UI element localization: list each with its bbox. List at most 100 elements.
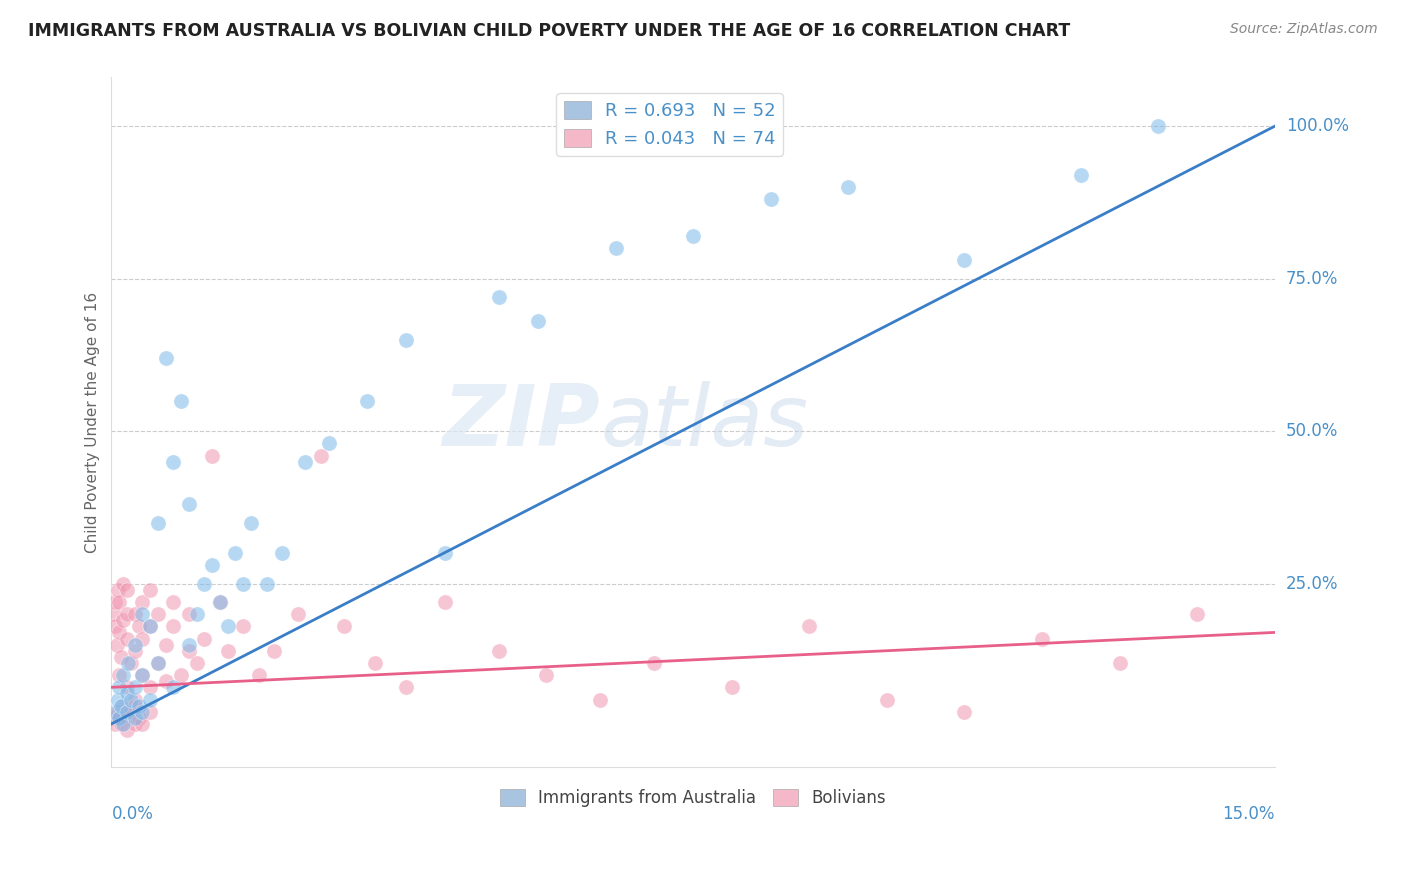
Point — [110, 698, 132, 713]
Point — [177, 638, 200, 652]
Point — [799, 619, 821, 633]
Point — [170, 393, 193, 408]
Point — [139, 692, 162, 706]
Point — [128, 711, 150, 725]
Point — [488, 644, 510, 658]
Point — [263, 644, 285, 658]
Point — [527, 314, 550, 328]
Point — [124, 692, 146, 706]
Point — [208, 595, 231, 609]
Point — [953, 705, 976, 719]
Point — [177, 644, 200, 658]
Text: Source: ZipAtlas.com: Source: ZipAtlas.com — [1230, 22, 1378, 37]
Point — [108, 681, 131, 695]
Point — [105, 638, 128, 652]
Point — [217, 644, 239, 658]
Point — [356, 393, 378, 408]
Point — [112, 613, 135, 627]
Point — [201, 558, 224, 573]
Point — [124, 638, 146, 652]
Point — [186, 607, 208, 621]
Point — [1147, 120, 1170, 134]
Point — [110, 717, 132, 731]
Point — [112, 668, 135, 682]
Point — [309, 449, 332, 463]
Point — [104, 595, 127, 609]
Point — [120, 705, 142, 719]
Point — [108, 711, 131, 725]
Point — [107, 692, 129, 706]
Point — [953, 253, 976, 268]
Point — [643, 656, 665, 670]
Text: 75.0%: 75.0% — [1286, 269, 1339, 288]
Point — [256, 576, 278, 591]
Point — [682, 229, 704, 244]
Point — [1031, 632, 1053, 646]
Point — [120, 656, 142, 670]
Point — [103, 711, 125, 725]
Point — [104, 705, 127, 719]
Point — [128, 698, 150, 713]
Point — [131, 595, 153, 609]
Text: ZIP: ZIP — [443, 381, 600, 464]
Point — [115, 582, 138, 597]
Point — [876, 692, 898, 706]
Point — [287, 607, 309, 621]
Point — [395, 681, 418, 695]
Point — [240, 516, 263, 530]
Text: 25.0%: 25.0% — [1286, 574, 1339, 592]
Point — [433, 546, 456, 560]
Y-axis label: Child Poverty Under the Age of 16: Child Poverty Under the Age of 16 — [86, 292, 100, 552]
Point — [128, 619, 150, 633]
Point — [837, 180, 859, 194]
Point — [224, 546, 246, 560]
Point — [146, 656, 169, 670]
Point — [124, 607, 146, 621]
Point — [115, 711, 138, 725]
Point — [131, 717, 153, 731]
Point — [139, 582, 162, 597]
Point — [115, 686, 138, 700]
Point — [107, 705, 129, 719]
Point — [108, 595, 131, 609]
Point — [120, 692, 142, 706]
Point — [232, 619, 254, 633]
Point — [146, 516, 169, 530]
Point — [1070, 168, 1092, 182]
Point — [115, 723, 138, 737]
Point — [1185, 607, 1208, 621]
Point — [112, 717, 135, 731]
Point — [131, 668, 153, 682]
Point — [333, 619, 356, 633]
Point — [115, 632, 138, 646]
Point — [124, 644, 146, 658]
Text: IMMIGRANTS FROM AUSTRALIA VS BOLIVIAN CHILD POVERTY UNDER THE AGE OF 16 CORRELAT: IMMIGRANTS FROM AUSTRALIA VS BOLIVIAN CH… — [28, 22, 1070, 40]
Point — [186, 656, 208, 670]
Point — [108, 625, 131, 640]
Point — [193, 632, 215, 646]
Point — [534, 668, 557, 682]
Point — [124, 681, 146, 695]
Point — [177, 607, 200, 621]
Point — [115, 705, 138, 719]
Point — [108, 668, 131, 682]
Point — [488, 290, 510, 304]
Text: 50.0%: 50.0% — [1286, 422, 1339, 440]
Point — [131, 632, 153, 646]
Point — [108, 711, 131, 725]
Point — [193, 576, 215, 591]
Point — [208, 595, 231, 609]
Point — [201, 449, 224, 463]
Point — [162, 595, 184, 609]
Text: 100.0%: 100.0% — [1286, 117, 1348, 136]
Point — [104, 717, 127, 731]
Point — [605, 241, 627, 255]
Point — [146, 656, 169, 670]
Point — [107, 582, 129, 597]
Point — [117, 656, 139, 670]
Point — [271, 546, 294, 560]
Point — [155, 351, 177, 365]
Point — [294, 455, 316, 469]
Point — [115, 607, 138, 621]
Point — [139, 619, 162, 633]
